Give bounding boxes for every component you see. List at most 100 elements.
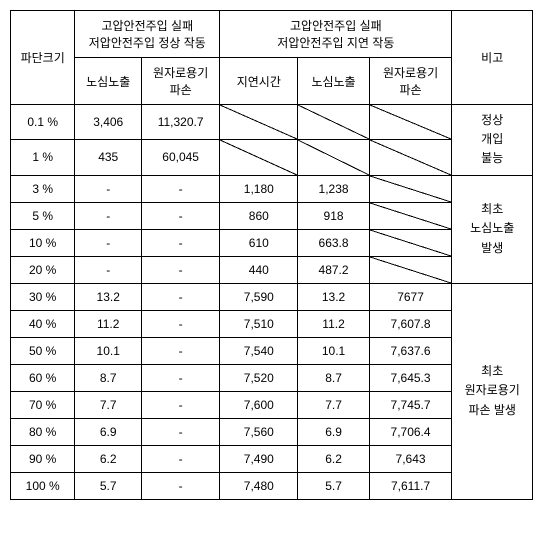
cell-e xyxy=(369,229,452,256)
cell-a: 6.9 xyxy=(75,418,142,445)
cell-d: 487.2 xyxy=(298,256,369,283)
table-body: 0.1 %3,40611,320.7정상 개입 불능1 %43560,0453 … xyxy=(11,105,533,500)
cell-b: 11,320.7 xyxy=(142,105,220,140)
cell-size: 100 % xyxy=(11,472,75,499)
cell-b: - xyxy=(142,229,220,256)
cell-e: 7,645.3 xyxy=(369,364,452,391)
cell-a: 13.2 xyxy=(75,283,142,310)
header-note: 비고 xyxy=(452,11,533,105)
cell-b: - xyxy=(142,175,220,202)
cell-e: 7,611.7 xyxy=(369,472,452,499)
cell-c: 7,600 xyxy=(220,391,298,418)
cell-b: 60,045 xyxy=(142,140,220,175)
cell-e: 7677 xyxy=(369,283,452,310)
cell-e xyxy=(369,105,452,140)
cell-e xyxy=(369,175,452,202)
cell-a: - xyxy=(75,202,142,229)
cell-c: 7,490 xyxy=(220,445,298,472)
cell-a: 7.7 xyxy=(75,391,142,418)
cell-b: - xyxy=(142,310,220,337)
cell-e xyxy=(369,202,452,229)
cell-a: 8.7 xyxy=(75,364,142,391)
cell-size: 3 % xyxy=(11,175,75,202)
cell-b: - xyxy=(142,283,220,310)
cell-size: 80 % xyxy=(11,418,75,445)
note-cell: 최초 원자로용기 파손 발생 xyxy=(452,283,533,499)
cell-d xyxy=(298,105,369,140)
cell-d: 13.2 xyxy=(298,283,369,310)
cell-c: 7,560 xyxy=(220,418,298,445)
cell-d: 663.8 xyxy=(298,229,369,256)
cell-size: 10 % xyxy=(11,229,75,256)
cell-b: - xyxy=(142,364,220,391)
cell-e: 7,607.8 xyxy=(369,310,452,337)
cell-e xyxy=(369,140,452,175)
cell-a: 3,406 xyxy=(75,105,142,140)
cell-size: 60 % xyxy=(11,364,75,391)
cell-e: 7,706.4 xyxy=(369,418,452,445)
cell-d: 10.1 xyxy=(298,337,369,364)
cell-c xyxy=(220,140,298,175)
cell-a: 10.1 xyxy=(75,337,142,364)
cell-c: 610 xyxy=(220,229,298,256)
cell-size: 70 % xyxy=(11,391,75,418)
cell-d: 6.2 xyxy=(298,445,369,472)
cell-d: 8.7 xyxy=(298,364,369,391)
cell-c: 7,540 xyxy=(220,337,298,364)
cell-a: 11.2 xyxy=(75,310,142,337)
cell-size: 0.1 % xyxy=(11,105,75,140)
cell-size: 40 % xyxy=(11,310,75,337)
cell-size: 5 % xyxy=(11,202,75,229)
cell-d: 6.9 xyxy=(298,418,369,445)
cell-size: 1 % xyxy=(11,140,75,175)
cell-d xyxy=(298,140,369,175)
cell-b: - xyxy=(142,418,220,445)
cell-a: - xyxy=(75,175,142,202)
table-row: 0.1 %3,40611,320.7정상 개입 불능 xyxy=(11,105,533,140)
cell-size: 20 % xyxy=(11,256,75,283)
note-cell: 정상 개입 불능 xyxy=(452,105,533,176)
cell-a: - xyxy=(75,256,142,283)
cell-e: 7,637.6 xyxy=(369,337,452,364)
cell-c: 7,510 xyxy=(220,310,298,337)
header-vessel-1: 원자로용기 파손 xyxy=(142,58,220,105)
cell-c: 1,180 xyxy=(220,175,298,202)
note-cell: 최초 노심노출 발생 xyxy=(452,175,533,283)
cell-size: 50 % xyxy=(11,337,75,364)
cell-d: 1,238 xyxy=(298,175,369,202)
header-core-2: 노심노출 xyxy=(298,58,369,105)
cell-a: 435 xyxy=(75,140,142,175)
cell-c: 7,520 xyxy=(220,364,298,391)
cell-d: 11.2 xyxy=(298,310,369,337)
cell-b: - xyxy=(142,256,220,283)
cell-a: 5.7 xyxy=(75,472,142,499)
cell-c: 7,480 xyxy=(220,472,298,499)
cell-b: - xyxy=(142,202,220,229)
cell-size: 30 % xyxy=(11,283,75,310)
table-row: 30 %13.2-7,59013.27677최초 원자로용기 파손 발생 xyxy=(11,283,533,310)
cell-e: 7,745.7 xyxy=(369,391,452,418)
cell-c: 860 xyxy=(220,202,298,229)
cell-b: - xyxy=(142,391,220,418)
cell-c: 7,590 xyxy=(220,283,298,310)
cell-b: - xyxy=(142,472,220,499)
cell-e xyxy=(369,256,452,283)
header-delay: 지연시간 xyxy=(220,58,298,105)
fracture-table: 파단크기 고압안전주입 실패 저압안전주입 정상 작동 고압안전주입 실패 저압… xyxy=(10,10,533,500)
cell-d: 7.7 xyxy=(298,391,369,418)
cell-d: 5.7 xyxy=(298,472,369,499)
cell-c xyxy=(220,105,298,140)
table-row: 3 %--1,1801,238최초 노심노출 발생 xyxy=(11,175,533,202)
header-vessel-2: 원자로용기 파손 xyxy=(369,58,452,105)
cell-e: 7,643 xyxy=(369,445,452,472)
cell-a: 6.2 xyxy=(75,445,142,472)
header-group2: 고압안전주입 실패 저압안전주입 지연 작동 xyxy=(220,11,452,58)
header-core-1: 노심노출 xyxy=(75,58,142,105)
cell-c: 440 xyxy=(220,256,298,283)
header-group1: 고압안전주입 실패 저압안전주입 정상 작동 xyxy=(75,11,220,58)
cell-b: - xyxy=(142,337,220,364)
cell-d: 918 xyxy=(298,202,369,229)
header-size: 파단크기 xyxy=(11,11,75,105)
cell-b: - xyxy=(142,445,220,472)
cell-size: 90 % xyxy=(11,445,75,472)
